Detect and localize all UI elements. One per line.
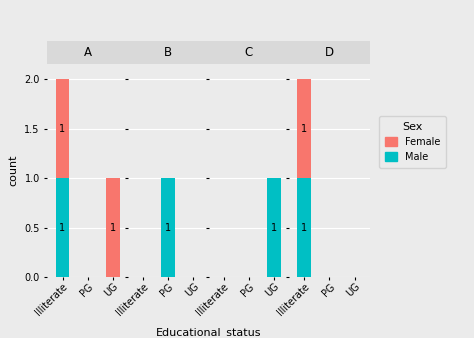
Text: 1: 1	[110, 223, 116, 233]
Text: 1: 1	[301, 223, 307, 233]
Text: D: D	[325, 46, 334, 59]
Bar	[161, 178, 175, 277]
Bar	[55, 178, 69, 277]
Text: Educational_status: Educational_status	[156, 327, 261, 338]
Legend: Female, Male: Female, Male	[379, 116, 446, 168]
Text: C: C	[245, 46, 253, 59]
Text: 1: 1	[301, 124, 307, 134]
Y-axis label: count: count	[9, 155, 19, 187]
Bar	[106, 178, 120, 277]
Text: 1: 1	[165, 223, 171, 233]
Text: A: A	[84, 46, 91, 59]
Bar	[267, 178, 281, 277]
Text: 1: 1	[59, 124, 65, 134]
Text: 1: 1	[59, 223, 65, 233]
Bar	[297, 178, 311, 277]
Bar	[55, 79, 69, 178]
Bar	[297, 79, 311, 178]
Text: B: B	[164, 46, 173, 59]
Text: 1: 1	[271, 223, 277, 233]
